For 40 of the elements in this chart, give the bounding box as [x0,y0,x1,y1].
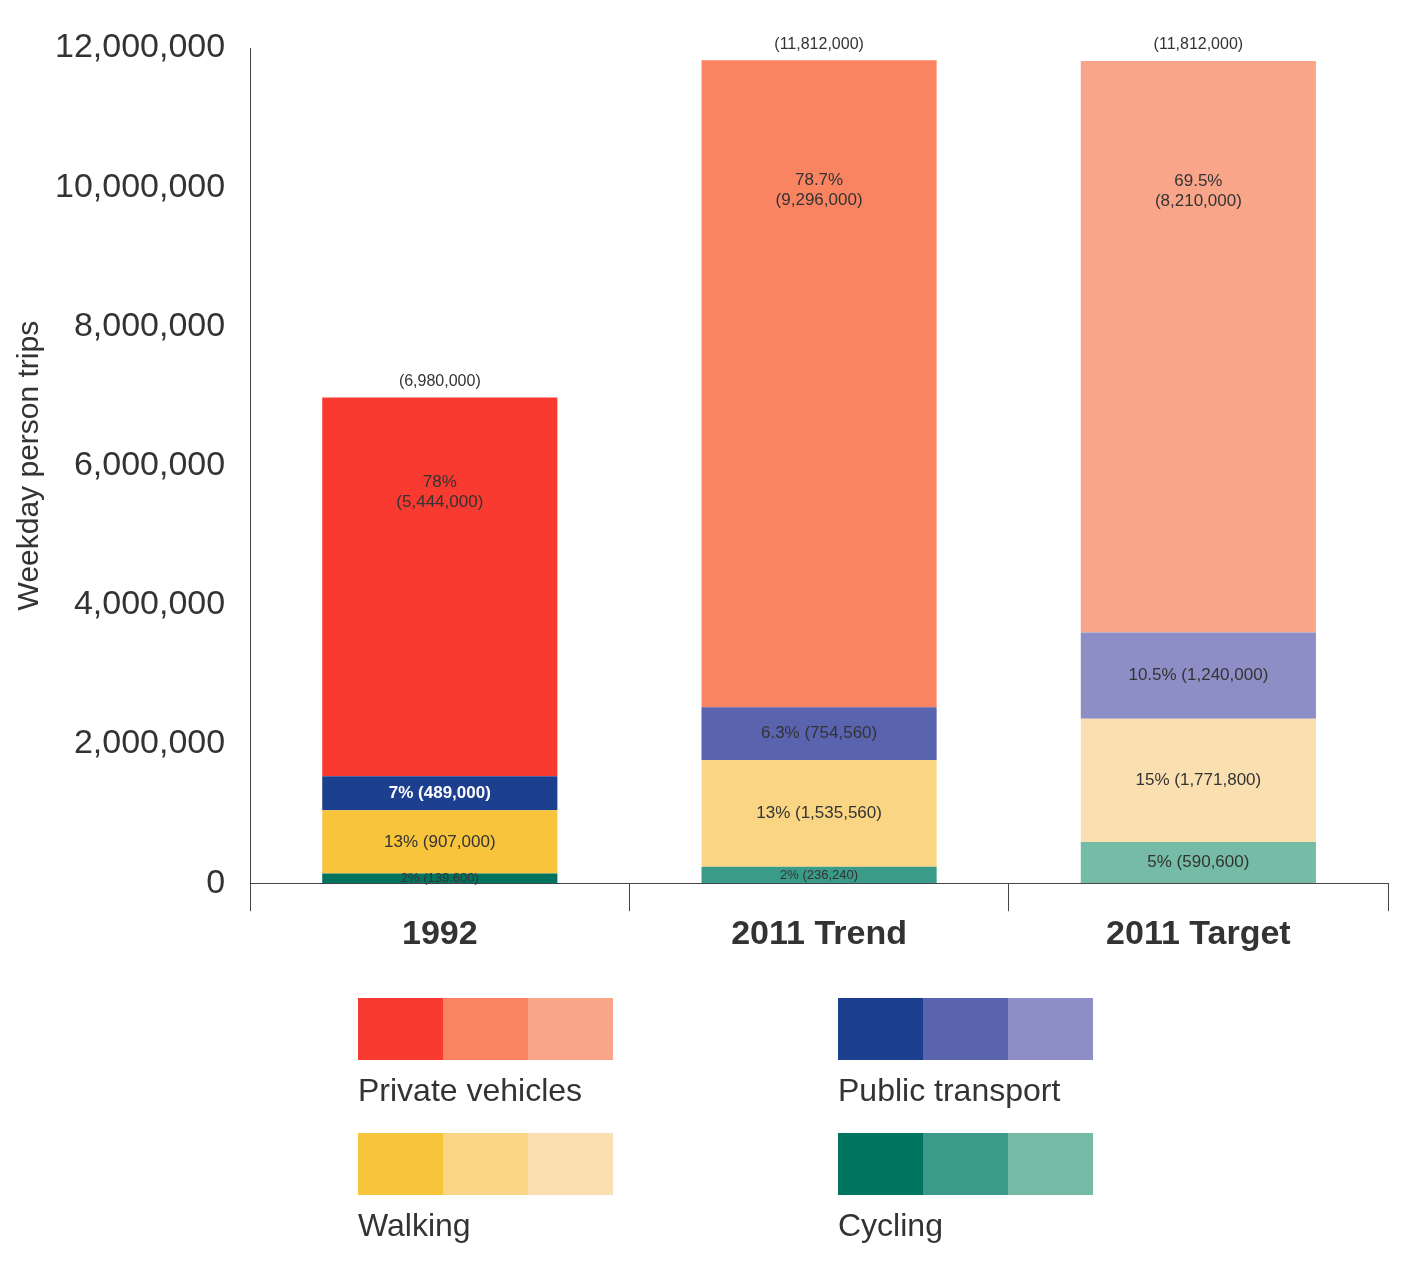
data-label: 69.5% (8,210,000) [1154,170,1242,210]
legend-label: Public transport [838,1072,1062,1109]
data-label: 7% (489,000) [388,783,491,803]
y-tick-label: 4,000,000 [73,583,226,622]
data-label: 5% (590,600) [1147,852,1250,872]
y-tick-label: 2,000,000 [73,722,226,761]
x-tick-label: 2011 Trend [731,912,907,951]
data-label: 2% (139,600) [400,869,479,885]
data-label: 6.3% (754,560) [760,723,878,743]
y-tick-label: 10,000,000 [54,165,226,204]
bar [701,60,937,708]
data-label: 78% (5,444,000) [396,471,484,511]
annotation: (11,812,000) [774,35,864,53]
legend-label: Private vehicles [358,1072,584,1109]
y-tick-label: 12,000,000 [54,26,226,65]
bar [322,810,558,874]
bar [1080,718,1316,843]
data-label: 13% (907,000) [384,831,496,851]
legend-label: Cycling [838,1207,944,1244]
x-tick-label: 2011 Target [1106,912,1291,951]
bar [322,397,558,777]
x-tick-label: 1992 [401,912,478,951]
data-label: 15% (1,771,800) [1135,770,1262,790]
bar [701,759,937,867]
y-tick-label: 8,000,000 [73,304,226,343]
data-label: 13% (1,535,560) [756,803,882,823]
data-label: 2% (236,240) [780,866,859,882]
annotation: (11,812,000) [1153,35,1244,53]
data-label: 10.5% (1,240,000) [1128,665,1269,685]
data-label: 78.7% (9,296,000) [775,170,863,210]
bar [1080,842,1316,884]
bar [1080,61,1316,633]
y-tick-label: 6,000,000 [73,443,226,482]
y-tick-label: 0 [206,861,226,900]
bar [1080,632,1316,719]
legend-label: Walking [358,1207,472,1244]
bar [322,776,558,811]
annotation: (6,980,000) [398,371,481,389]
bar [701,707,937,760]
y-axis-title: Weekday person trips [11,320,45,611]
